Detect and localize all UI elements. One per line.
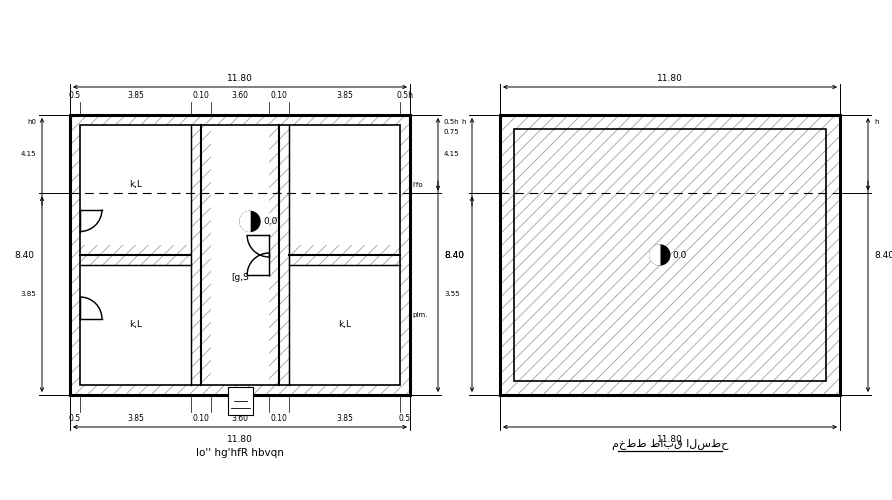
Text: 0.75: 0.75 <box>444 129 459 135</box>
Text: lo'' hg'hfR hbvqn: lo'' hg'hfR hbvqn <box>196 448 284 458</box>
Bar <box>227 387 252 415</box>
Text: 3.85: 3.85 <box>21 291 36 297</box>
Text: k,L: k,L <box>129 320 142 330</box>
Text: i'fo: i'fo <box>412 182 423 188</box>
Text: [g,S: [g,S <box>231 273 249 282</box>
Text: plm.: plm. <box>412 312 427 318</box>
Bar <box>289 265 400 385</box>
Text: 0.0: 0.0 <box>673 250 687 260</box>
Text: 8.40: 8.40 <box>444 250 464 260</box>
Wedge shape <box>240 212 250 232</box>
Text: 3.60: 3.60 <box>232 91 249 100</box>
Text: 3.85: 3.85 <box>127 414 144 423</box>
Text: 3.85: 3.85 <box>336 91 353 100</box>
Bar <box>70 115 410 395</box>
Text: h: h <box>461 119 466 125</box>
Bar <box>514 129 826 381</box>
Bar <box>500 115 840 395</box>
Text: 3.85: 3.85 <box>127 91 144 100</box>
Bar <box>289 125 400 245</box>
Circle shape <box>649 245 670 265</box>
Text: 3.60: 3.60 <box>232 414 249 423</box>
Bar <box>80 265 191 385</box>
Text: k,L: k,L <box>338 320 351 330</box>
Text: k,L: k,L <box>129 180 142 190</box>
Text: 8.40: 8.40 <box>14 250 34 260</box>
Circle shape <box>240 212 260 232</box>
Text: 4.15: 4.15 <box>444 151 459 157</box>
Text: 0.10: 0.10 <box>270 91 287 100</box>
Text: 0.5: 0.5 <box>69 91 81 100</box>
Wedge shape <box>649 245 660 265</box>
Text: 0.5h: 0.5h <box>397 91 414 100</box>
Text: 0.5: 0.5 <box>69 414 81 423</box>
Text: 11.80: 11.80 <box>227 435 253 444</box>
Text: 11.80: 11.80 <box>657 74 683 83</box>
Text: 4.15: 4.15 <box>21 151 36 157</box>
Text: 0.10: 0.10 <box>193 414 210 423</box>
Text: h: h <box>874 119 879 125</box>
Text: h0: h0 <box>27 119 36 125</box>
Text: 3.55: 3.55 <box>444 291 459 297</box>
Text: 3.85: 3.85 <box>336 414 353 423</box>
Text: مخطط طابق السطح: مخطط طابق السطح <box>612 440 728 450</box>
Text: 11.80: 11.80 <box>227 74 253 83</box>
Bar <box>211 125 269 385</box>
Text: 0.5h: 0.5h <box>444 119 459 125</box>
Text: 0.10: 0.10 <box>270 414 287 423</box>
Text: 11.80: 11.80 <box>657 435 683 444</box>
Text: 0.10: 0.10 <box>193 91 210 100</box>
Bar <box>80 125 191 245</box>
Bar <box>80 125 400 385</box>
Text: 0.0: 0.0 <box>263 217 277 226</box>
Text: 8.40: 8.40 <box>874 250 892 260</box>
Text: 0.5: 0.5 <box>399 414 411 423</box>
Text: 8.40: 8.40 <box>444 250 464 260</box>
